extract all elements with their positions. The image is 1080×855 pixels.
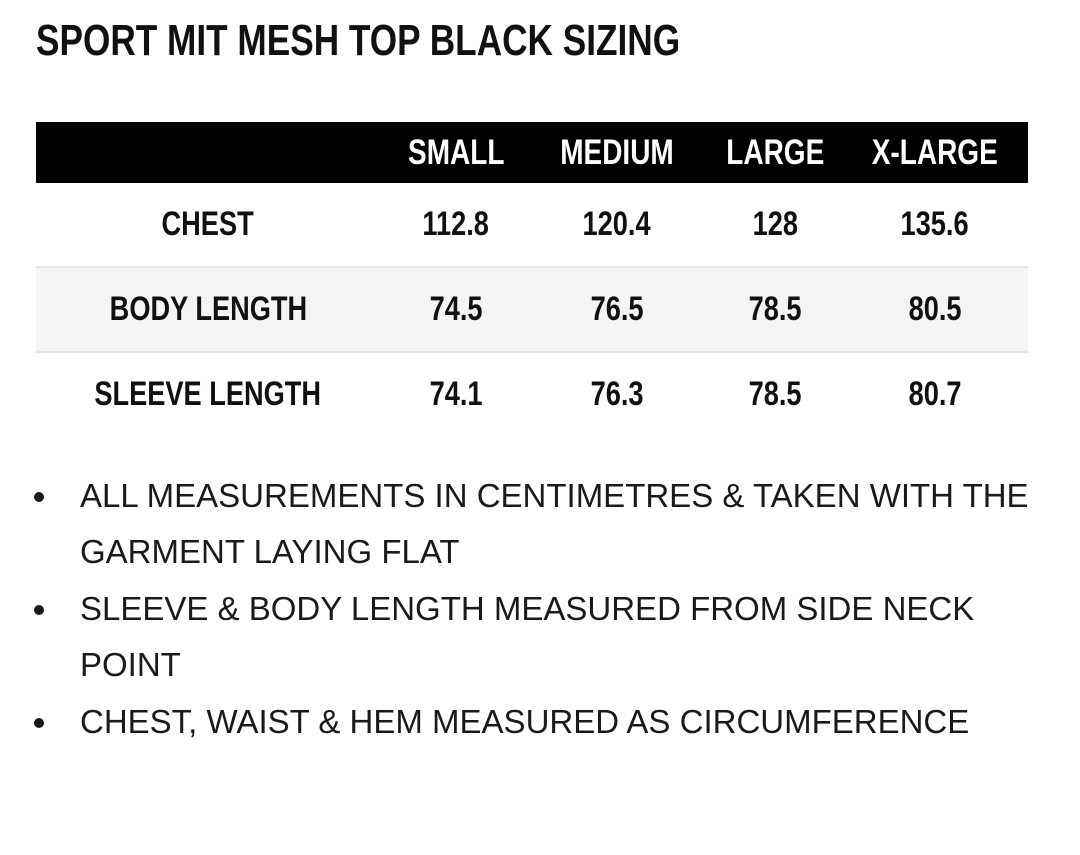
table-row: CHEST 112.8 120.4 128 135.6 [36,183,1028,268]
table-cell: 76.3 [590,375,644,413]
table-cell: 74.5 [429,290,483,328]
table-cell: 78.5 [748,290,802,328]
column-header: MEDIUM [560,132,674,172]
table-cell: 80.7 [908,375,962,413]
page-title: SPORT MIT MESH TOP BLACK SIZING [36,16,681,65]
table-cell: 112.8 [422,205,490,243]
note-item: SLEEVE & BODY LENGTH MEASURED FROM SIDE … [30,581,1070,693]
column-header: X-LARGE [872,132,998,172]
table-cell: 135.6 [900,205,970,243]
bullet-icon [34,718,44,728]
table-cell: 120.4 [582,205,652,243]
bullet-icon [34,492,44,502]
column-header: LARGE [726,132,824,172]
note-item: ALL MEASUREMENTS IN CENTIMETRES & TAKEN … [30,468,1070,580]
row-label: SLEEVE LENGTH [94,375,322,413]
table-cell: 80.5 [908,290,962,328]
table-row: SLEEVE LENGTH 74.1 76.3 78.5 80.7 [36,353,1028,436]
row-label: CHEST [161,205,255,243]
note-item: CHEST, WAIST & HEM MEASURED AS CIRCUMFER… [30,694,1070,750]
row-label: BODY LENGTH [109,290,307,328]
column-header: SMALL [407,132,505,172]
table-cell: 128 [752,205,798,243]
measurement-notes: ALL MEASUREMENTS IN CENTIMETRES & TAKEN … [30,468,1070,751]
table-header: SMALL MEDIUM LARGE X-LARGE [36,122,1028,183]
bullet-icon [34,605,44,615]
table-cell: 74.1 [429,375,483,413]
table-cell: 76.5 [590,290,644,328]
table-cell: 78.5 [748,375,802,413]
table-row: BODY LENGTH 74.5 76.5 78.5 80.5 [36,268,1028,353]
size-table: SMALL MEDIUM LARGE X-LARGE CHEST 112.8 1… [36,122,1028,436]
